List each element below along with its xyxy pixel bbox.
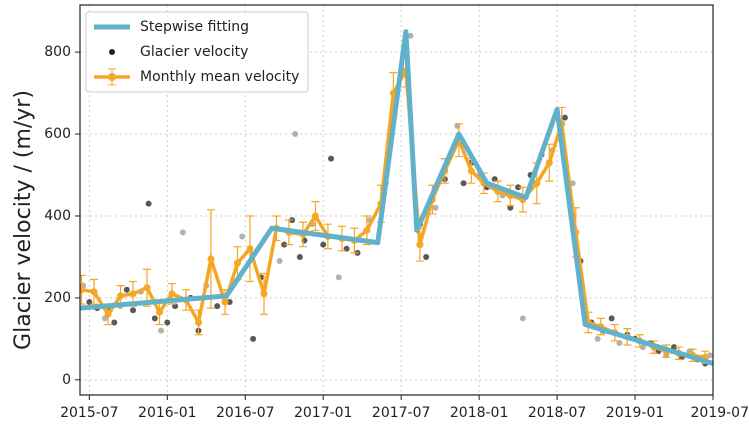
mean-point xyxy=(312,212,319,219)
velocity-point xyxy=(292,131,298,137)
legend-label: Stepwise fitting xyxy=(140,19,249,35)
velocity-point xyxy=(520,315,526,321)
velocity-point xyxy=(250,336,256,342)
velocity-point xyxy=(180,229,186,235)
x-tick-label: 2018-01 xyxy=(450,405,509,421)
x-tick-label: 2016-01 xyxy=(138,405,197,421)
mean-point xyxy=(546,159,553,166)
mean-point xyxy=(246,245,253,252)
velocity-point xyxy=(595,336,601,342)
mean-point xyxy=(168,290,175,297)
mean-point xyxy=(416,241,423,248)
legend-label: Monthly mean velocity xyxy=(140,69,299,85)
mean-point xyxy=(91,288,98,295)
velocity-point xyxy=(432,205,438,211)
y-tick-label: 800 xyxy=(44,44,71,60)
velocity-point xyxy=(239,233,245,239)
y-axis-label: Glacier velocity / (m/yr) xyxy=(11,90,36,350)
legend-label: Glacier velocity xyxy=(140,44,248,60)
y-tick-label: 600 xyxy=(44,126,71,142)
mean-point xyxy=(144,284,151,291)
mean-point xyxy=(78,286,85,293)
velocity-point xyxy=(111,319,117,325)
y-tick-label: 200 xyxy=(44,290,71,306)
velocity-point xyxy=(328,156,334,162)
velocity-point xyxy=(277,258,283,264)
mean-point xyxy=(260,290,267,297)
x-tick-label: 2019-07 xyxy=(691,405,749,421)
mean-point xyxy=(207,255,214,262)
x-tick-label: 2019-01 xyxy=(606,405,665,421)
x-tick-label: 2015-07 xyxy=(60,405,119,421)
velocity-point xyxy=(320,242,326,248)
velocity-point xyxy=(164,319,170,325)
x-tick-label: 2018-07 xyxy=(528,405,587,421)
velocity-point xyxy=(336,274,342,280)
mean-point xyxy=(130,290,137,297)
mean-point xyxy=(156,309,163,316)
velocity-point xyxy=(158,328,164,334)
velocity-point xyxy=(130,307,136,313)
mean-point xyxy=(117,292,124,299)
mean-point xyxy=(105,311,112,318)
x-tick-label: 2016-07 xyxy=(216,405,275,421)
mean-point xyxy=(221,299,228,306)
mean-point xyxy=(234,260,241,267)
velocity-point xyxy=(423,254,429,260)
velocity-point xyxy=(297,254,303,260)
legend-dot xyxy=(109,49,115,55)
mean-point xyxy=(195,319,202,326)
velocity-point xyxy=(152,315,158,321)
x-tick-label: 2017-07 xyxy=(372,405,431,421)
x-tick-label: 2017-01 xyxy=(294,405,353,421)
legend-dot xyxy=(108,73,116,81)
y-tick-label: 400 xyxy=(44,208,71,224)
mean-point xyxy=(468,167,475,174)
velocity-point xyxy=(214,303,220,309)
velocity-point xyxy=(609,315,615,321)
y-tick-label: 0 xyxy=(62,372,71,388)
velocity-point xyxy=(146,201,152,207)
velocity-point xyxy=(124,287,130,293)
velocity-point xyxy=(562,115,568,121)
mean-point xyxy=(363,227,370,234)
velocity-point xyxy=(461,180,467,186)
